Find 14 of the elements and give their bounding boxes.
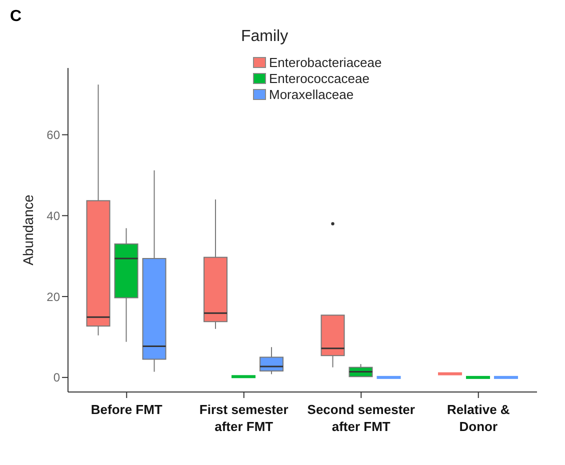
y-tick-label: 40 (46, 208, 60, 223)
y-tick-label: 0 (53, 370, 60, 385)
y-axis-title: Abundance (20, 194, 36, 266)
x-tick-label: Relative & Donor (446, 402, 510, 434)
x-tick-label: First semester after FMT (199, 402, 288, 434)
legend-label: Enterobacteriaceae (269, 54, 382, 70)
text: C (10, 8, 22, 26)
x-tick-label: Second semester after FMT (307, 402, 415, 434)
y-tick-label: 60 (46, 128, 60, 142)
x-tick-label: Before FMT (90, 402, 162, 417)
y-tick-label: 20 (46, 290, 60, 304)
legend-label: Enterococcaceae (269, 70, 370, 86)
legend-title: Family (241, 28, 290, 46)
legend-label: Moraxellaceae (269, 86, 354, 102)
